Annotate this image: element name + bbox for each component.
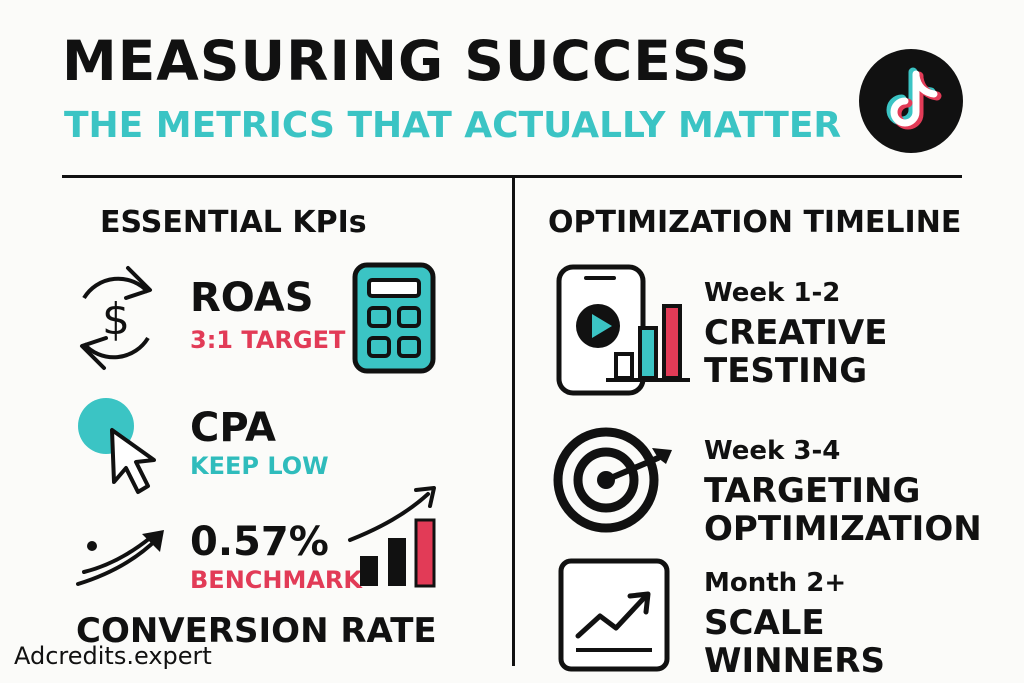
conversion-rate-label: CONVERSION RATE [76, 611, 437, 651]
phone-video-chart-icon [556, 264, 690, 396]
column-divider [512, 178, 515, 666]
tiktok-logo-icon [859, 49, 963, 153]
growth-bar-chart-icon [348, 486, 436, 588]
kpis-heading: ESSENTIAL KPIs [100, 205, 367, 240]
roas-target: 3:1 TARGET [190, 326, 346, 354]
conversion-benchmark: BENCHMARK [190, 566, 363, 594]
step1-title-line1: CREATIVE [704, 313, 888, 353]
cpa-label: CPA [190, 405, 276, 451]
brand-watermark: Adcredits.expert [14, 642, 212, 670]
step1-title-line2: TESTING [704, 351, 868, 391]
cpa-note: KEEP LOW [190, 452, 329, 480]
roas-label: ROAS [190, 275, 314, 321]
dollar-cycle-icon: $ [80, 266, 152, 370]
target-dart-icon [553, 427, 672, 533]
page-title: MEASURING SUCCESS [62, 29, 751, 93]
click-cursor-icon [78, 398, 156, 494]
page-subtitle: THE METRICS THAT ACTUALLY MATTER [64, 105, 842, 146]
timeline-heading: OPTIMIZATION TIMELINE [548, 205, 962, 240]
conversion-rate-value: 0.57% [190, 519, 329, 565]
step2-title-line1: TARGETING [704, 471, 921, 511]
step1-period: Week 1-2 [704, 278, 841, 308]
svg-text:$: $ [102, 294, 130, 345]
step2-title-line2: OPTIMIZATION [704, 509, 982, 549]
trend-chart-icon [558, 558, 670, 672]
step3-title-line1: SCALE [704, 603, 825, 643]
header-divider [62, 175, 962, 178]
step2-period: Week 3-4 [704, 436, 841, 466]
calculator-icon [352, 262, 436, 374]
step3-title-line2: WINNERS [704, 641, 885, 681]
step3-period: Month 2+ [704, 568, 847, 598]
upward-arrow-icon [76, 530, 164, 586]
